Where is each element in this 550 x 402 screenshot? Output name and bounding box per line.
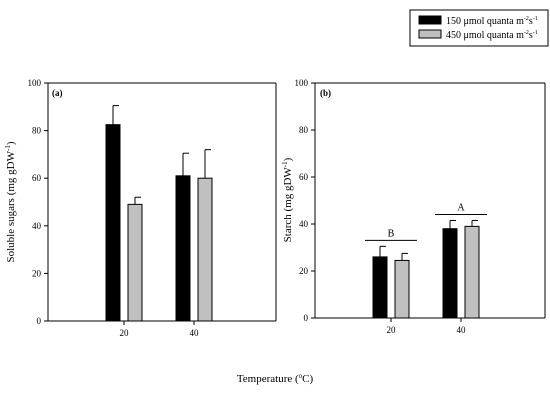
bar-20-series2 [127,203,143,322]
bar-20-series1 [372,256,388,319]
panel-b-y-title: Starch (mg gDW-1) [281,157,294,242]
y-tick-label: 60 [299,172,309,182]
legend-swatch-450 [418,29,442,39]
bar-40-series2 [464,225,480,319]
x-tick-label: 20 [387,325,397,335]
panel-a-y-title: Soluble sugars (mg gDW-1) [4,141,17,262]
y-tick-label: 100 [295,78,309,88]
y-tick-label: 20 [299,266,309,276]
legend-swatch-150 [418,15,442,25]
panel-a: (a) Soluble sugars (mg gDW-1) 0 20 40 60 80 1… [4,78,277,338]
y-tick-label: 20 [32,268,42,278]
legend: 150 μmol quanta m-2s-1 450 μmol quanta m… [409,9,549,47]
legend-label-150: 150 μmol quanta m-2s-1 [446,16,538,27]
y-tick-label: 40 [32,221,42,231]
bar-20-series1 [105,124,121,322]
bar-40-series2 [197,177,213,322]
y-tick-label: 80 [32,126,42,136]
significance-letter: A [457,202,465,213]
bar-40-series1 [175,175,191,322]
panel-a-label: (a) [52,88,63,98]
panel-b-label: (b) [320,88,331,98]
y-tick-label: 0 [37,316,42,326]
y-tick-label: 100 [28,78,42,88]
x-tick-label: 40 [457,325,467,335]
x-tick-label: 20 [120,328,130,338]
y-tick-label: 0 [304,313,309,323]
y-tick-label: 60 [32,173,42,183]
significance-letter: B [388,228,395,239]
y-tick-label: 40 [299,219,309,229]
x-tick-label: 40 [190,328,200,338]
y-tick-label: 80 [299,125,309,135]
bar-40-series1 [442,228,458,319]
legend-label-450: 450 μmol quanta m-2s-1 [446,30,538,41]
bar-20-series2 [394,259,410,319]
x-axis-title: Temperature (oC) [237,372,314,385]
